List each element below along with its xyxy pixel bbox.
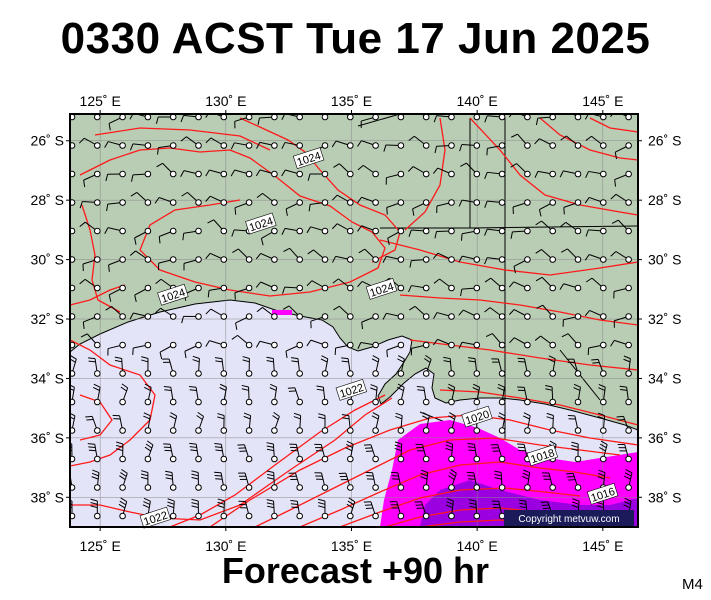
lat-label-left: 36˚ S [31, 430, 64, 446]
lat-label-left: 30˚ S [31, 252, 64, 268]
lon-labels-top: 125˚ E 130˚ E 135˚ E 140˚ E 145˚ E [80, 93, 624, 109]
lon-label-top: 145˚ E [582, 93, 623, 109]
map-frame [69, 113, 639, 528]
map-title: 0330 ACST Tue 17 Jun 2025 [60, 14, 651, 63]
lat-label-left: 28˚ S [31, 192, 64, 208]
lat-label-right: 28˚ S [648, 192, 681, 208]
lat-labels-right: 26˚ S 28˚ S 30˚ S 32˚ S 34˚ S 36˚ S 38˚ S [648, 133, 681, 506]
copyright-box [504, 510, 634, 526]
lon-label-bottom: 130˚ E [205, 538, 246, 554]
lon-label-bottom: 140˚ E [457, 538, 498, 554]
lat-label-right: 32˚ S [648, 311, 681, 327]
lat-label-left: 32˚ S [31, 311, 64, 327]
lat-labels-left: 26˚ S 28˚ S 30˚ S 32˚ S 34˚ S 36˚ S 38˚ S [31, 133, 64, 506]
copyright-text: Copyright metvuw.com [518, 514, 619, 525]
lon-label-top: 135˚ E [331, 93, 372, 109]
lat-label-right: 34˚ S [648, 370, 681, 386]
lon-label-bottom: 145˚ E [582, 538, 623, 554]
lat-label-right: 38˚ S [648, 489, 681, 505]
isobar-lines [70, 117, 638, 527]
model-code: M4 [682, 576, 703, 593]
lon-label-top: 140˚ E [457, 93, 498, 109]
frame-ticks [66, 110, 642, 531]
lat-label-right: 30˚ S [648, 252, 681, 268]
lat-label-left: 34˚ S [31, 370, 64, 386]
lon-label-top: 130˚ E [205, 93, 246, 109]
lat-label-left: 26˚ S [31, 133, 64, 149]
lat-label-right: 26˚ S [648, 133, 681, 149]
lat-label-left: 38˚ S [31, 489, 64, 505]
lon-label-bottom: 125˚ E [80, 538, 121, 554]
lat-label-right: 36˚ S [648, 430, 681, 446]
forecast-hour: Forecast +90 hr [221, 550, 490, 591]
lon-labels-bottom: 125˚ E 130˚ E 135˚ E 140˚ E 145˚ E [80, 538, 624, 554]
lon-label-top: 125˚ E [80, 93, 121, 109]
lon-label-bottom: 135˚ E [331, 538, 372, 554]
